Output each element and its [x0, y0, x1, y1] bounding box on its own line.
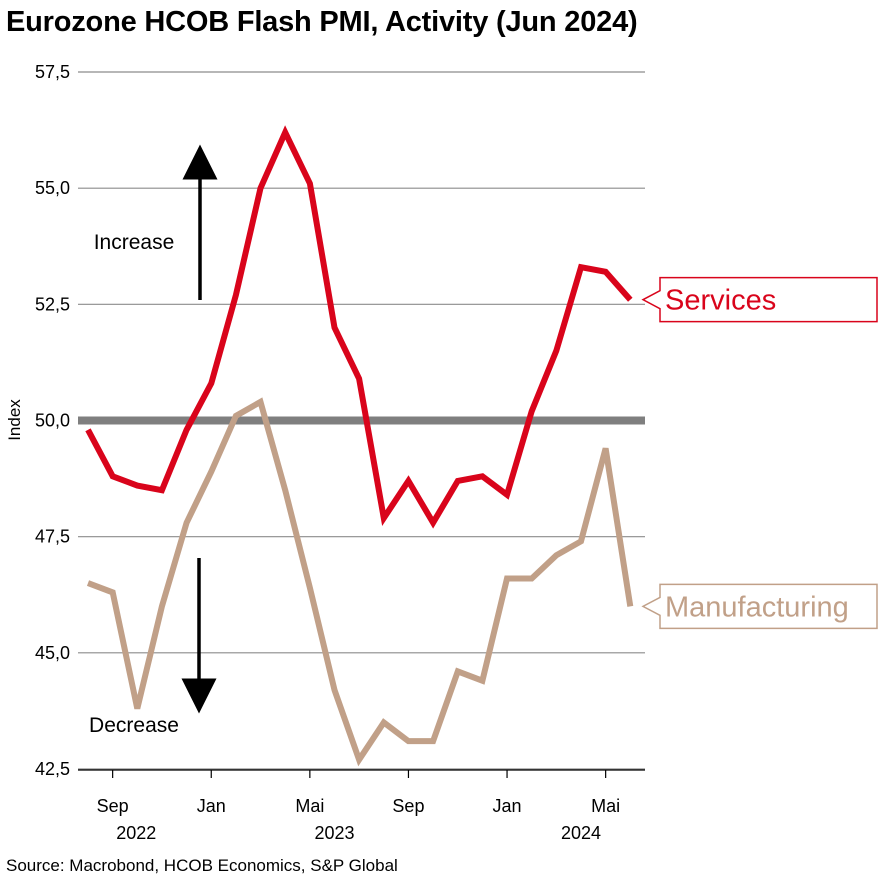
series-end-labels: Services Manufacturing [641, 276, 878, 630]
x-tick-label: Sep [392, 796, 424, 816]
y-tick-label: 47,5 [35, 527, 70, 547]
increase-annotation: Increase [94, 231, 175, 254]
series-lines [85, 125, 634, 767]
decrease-annotation: Decrease [89, 714, 179, 737]
y-tick-label: 42,5 [35, 759, 70, 779]
x-year-label: 2024 [561, 823, 601, 843]
x-axis: Sep Jan Mai Sep Jan Mai 2022 2023 2024 [78, 769, 645, 843]
x-tick-label: Jan [197, 796, 226, 816]
series-label-box-manufacturing [641, 583, 878, 630]
series-line-services [85, 125, 633, 529]
series-line-manufacturing [86, 397, 634, 767]
y-tick-label: 57,5 [35, 62, 70, 82]
gridlines [78, 71, 645, 770]
series-label-box-services [641, 276, 878, 323]
series-label-services: Services [665, 285, 776, 317]
x-tick-label: Mai [295, 796, 324, 816]
x-tick-label: Sep [97, 796, 129, 816]
x-tick-label: Mai [591, 796, 620, 816]
y-tick-label: 52,5 [35, 294, 70, 314]
y-tick-label: 45,0 [35, 643, 70, 663]
x-year-label: 2023 [314, 823, 354, 843]
y-axis-label: Index [5, 399, 24, 441]
y-axis-ticks: 57,5 55,0 52,5 50,0 47,5 45,0 42,5 [35, 62, 70, 779]
x-year-label: 2022 [116, 823, 156, 843]
source-note: Source: Macrobond, HCOB Economics, S&P G… [6, 856, 398, 875]
series-label-manufacturing: Manufacturing [665, 591, 849, 623]
x-tick-label: Jan [493, 796, 522, 816]
y-tick-label: 55,0 [35, 178, 70, 198]
chart-title: Eurozone HCOB Flash PMI, Activity (Jun 2… [6, 6, 638, 38]
y-tick-label: 50,0 [35, 411, 70, 431]
